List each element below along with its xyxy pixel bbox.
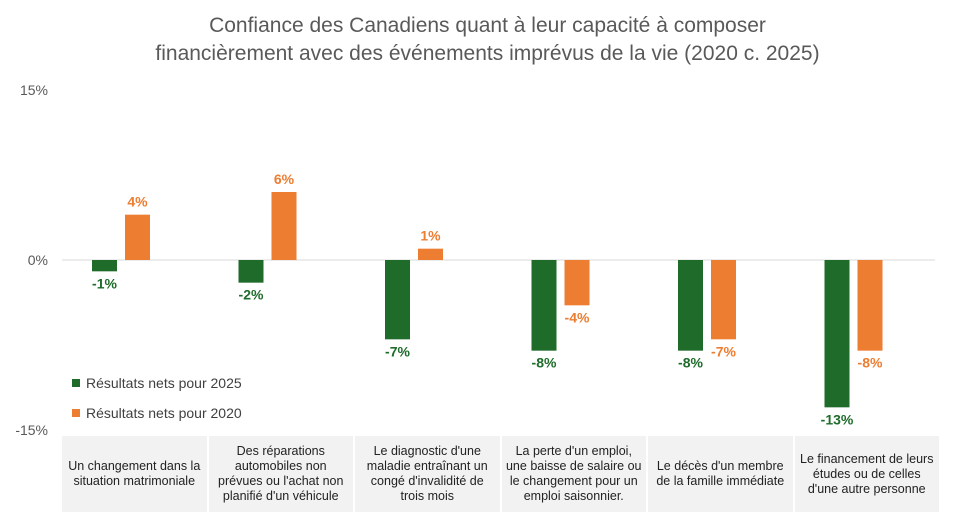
data-label: -2% bbox=[239, 287, 264, 303]
bar-2020 bbox=[564, 260, 590, 306]
legend-item-2020: Résultats nets pour 2020 bbox=[72, 405, 242, 421]
bar-2020 bbox=[711, 260, 736, 340]
x-category-label: Des réparations automobiles non prévues … bbox=[208, 436, 353, 512]
y-tick-label: 0% bbox=[28, 252, 48, 268]
data-label: 1% bbox=[420, 228, 441, 244]
x-category-label: Le décès d'un membre de la famille imméd… bbox=[648, 436, 793, 512]
data-label: -7% bbox=[385, 343, 410, 359]
legend-item-2025: Résultats nets pour 2025 bbox=[72, 375, 242, 391]
title-line-1: Confiance des Canadiens quant à leur cap… bbox=[209, 14, 766, 37]
data-label: -8% bbox=[678, 355, 703, 371]
x-category-label: La perte d'un emploi, une baisse de sala… bbox=[501, 436, 646, 512]
title-line-2: financièrement avec des événements impré… bbox=[155, 42, 820, 65]
y-tick-label: 15% bbox=[20, 82, 48, 98]
bar-2020 bbox=[418, 248, 443, 260]
bar-2020 bbox=[125, 214, 150, 260]
chart-title: Confiance des Canadiens quant à leur cap… bbox=[0, 12, 975, 68]
bar-2025 bbox=[238, 260, 264, 283]
legend-label: Résultats nets pour 2020 bbox=[86, 405, 242, 421]
bar-2025 bbox=[678, 260, 703, 351]
x-category-label: Un changement dans la situation matrimon… bbox=[62, 436, 207, 512]
x-category-label: Le diagnostic d'une maladie entraînant u… bbox=[355, 436, 500, 512]
data-label: -8% bbox=[532, 355, 557, 371]
data-label: 6% bbox=[274, 171, 295, 187]
legend-label: Résultats nets pour 2025 bbox=[86, 375, 242, 391]
bar-2020 bbox=[271, 192, 297, 260]
data-label: -7% bbox=[711, 343, 736, 359]
data-label: -13% bbox=[821, 411, 854, 427]
bar-2025 bbox=[531, 260, 557, 351]
legend-swatch bbox=[72, 379, 80, 387]
bar-2025 bbox=[92, 260, 117, 272]
data-label: -8% bbox=[858, 355, 883, 371]
x-category-label: Le financement de leurs études ou de cel… bbox=[794, 436, 939, 512]
data-label: -4% bbox=[565, 309, 590, 325]
bar-2025 bbox=[824, 260, 850, 408]
bar-2025 bbox=[385, 260, 410, 340]
data-label: 4% bbox=[127, 194, 148, 210]
bar-2020 bbox=[857, 260, 883, 351]
data-label: -1% bbox=[92, 275, 117, 291]
legend-swatch bbox=[72, 409, 80, 417]
y-tick-label: -15% bbox=[15, 422, 48, 438]
